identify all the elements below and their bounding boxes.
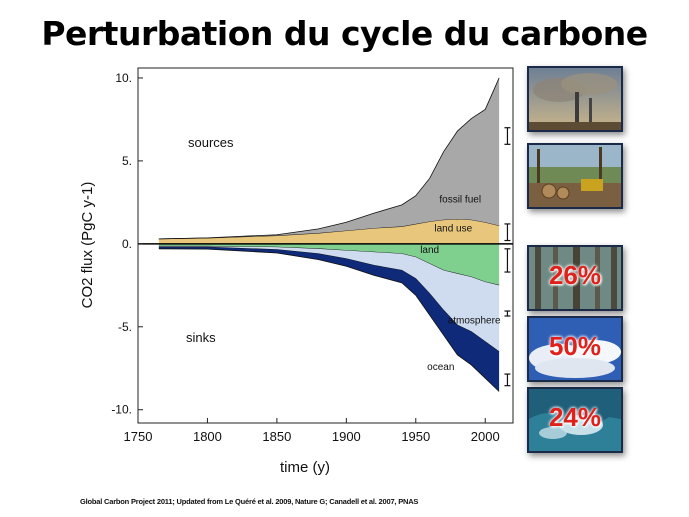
x-axis-label: time (y) [280, 459, 330, 476]
y-tick-label: 0. [122, 237, 132, 251]
x-tick-label: 1850 [262, 429, 291, 444]
page-title: Perturbation du cycle du carbone [41, 14, 648, 53]
x-tick-label: 2000 [471, 429, 500, 444]
forest-photo: 26% [527, 245, 623, 311]
area-ocean [158, 247, 500, 392]
series-label-land-use: land use [434, 223, 472, 234]
area-fossil-fuel [158, 77, 500, 239]
smokestacks-image [529, 68, 621, 130]
annotation-sinks: sinks [186, 330, 216, 345]
forest-percentage: 26% [548, 260, 602, 290]
annotation-sources: sources [188, 135, 234, 150]
x-tick-label: 1800 [193, 429, 222, 444]
area-land [158, 243, 500, 286]
series-label-land: land [420, 245, 439, 256]
ocean-image [529, 389, 621, 451]
y-tick-label: 5. [122, 154, 132, 168]
x-axis: 1750 1800 1850 1900 1950 2000 [124, 418, 500, 444]
series-label-ocean: ocean [427, 362, 454, 373]
x-tick-label: 1750 [124, 429, 153, 444]
forest-image [529, 247, 621, 309]
y-axis: 10. 5. 0. -5. -10. [111, 71, 143, 417]
area-atmosphere [158, 246, 500, 352]
sky-photo: 50% [527, 316, 623, 382]
logging-photo [527, 143, 623, 209]
plot-frame [137, 67, 514, 424]
sky-percentage: 50% [548, 331, 602, 361]
y-axis-label: CO2 flux (PgC y-1) [79, 182, 96, 309]
ocean-percentage: 24% [548, 402, 602, 432]
series-labels: land use fossil fuel land atmosphere ocean [420, 194, 501, 373]
sky-image [529, 318, 621, 380]
y-tick-label: 10. [115, 71, 132, 85]
ocean-photo: 24% [527, 387, 623, 453]
uncertainty-bars [504, 127, 511, 387]
source-citation: Global Carbon Project 2011; Updated from… [80, 497, 419, 506]
x-tick-label: 1900 [332, 429, 361, 444]
x-tick-label: 1950 [401, 429, 430, 444]
y-tick-label: -10. [111, 403, 132, 417]
series-label-fossil-fuel: fossil fuel [439, 194, 481, 205]
stacked-areas [158, 77, 500, 392]
edge-ocean [158, 248, 500, 392]
logging-image [529, 145, 621, 207]
area-land-use [158, 218, 500, 244]
edge-fossil-fuel [158, 77, 500, 240]
series-label-atmosphere: atmosphere [448, 315, 501, 326]
smokestacks-photo [527, 66, 623, 132]
y-tick-label: -5. [118, 320, 132, 334]
